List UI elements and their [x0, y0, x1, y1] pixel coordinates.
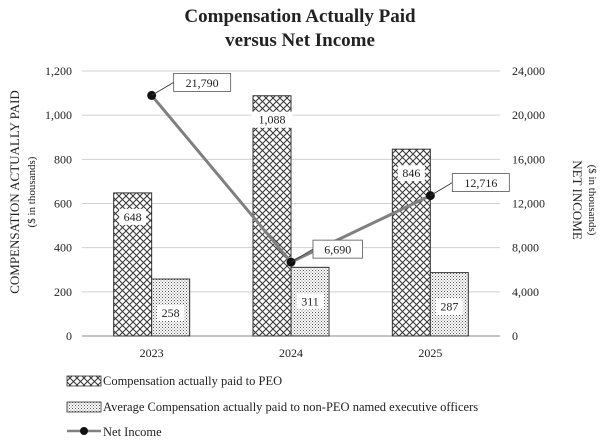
- bar-label-bg: [435, 298, 463, 315]
- x-tick-label: 2025: [418, 346, 442, 360]
- legend-marker-net-income: [80, 427, 88, 435]
- right-axis-subtitle: ($ in thousands): [586, 165, 598, 236]
- callout-leader: [290, 248, 314, 263]
- bar-label-neo: 311: [301, 294, 319, 308]
- bar-label-peo: 648: [124, 210, 142, 224]
- bar-label-bg: [119, 208, 147, 225]
- net-income-label: 6,690: [324, 243, 351, 257]
- left-tick-label: 0: [66, 329, 72, 343]
- left-tick-label: 1,200: [45, 64, 72, 78]
- right-tick-label: 16,000: [512, 152, 545, 166]
- net-income-label: 21,790: [186, 76, 219, 90]
- chart-title-line1: Compensation Actually Paid: [184, 6, 416, 27]
- net-income-label: 12,716: [464, 176, 497, 190]
- bar-label-bg: [157, 305, 185, 322]
- left-tick-label: 600: [54, 197, 72, 211]
- right-tick-label: 4,000: [512, 285, 539, 299]
- tick-labels: 0 200 400 600 800 1,000 1,200 0 4,000 8,000 12,000…: [45, 64, 545, 360]
- left-tick-label: 200: [54, 285, 72, 299]
- legend: Compensation actually paid to PEO Averag…: [66, 374, 478, 439]
- bar-peo: [252, 95, 292, 337]
- right-tick-label: 12,000: [512, 197, 545, 211]
- bars: [113, 95, 469, 337]
- legend-label-neo: Average Compensation actually paid to no…: [103, 400, 478, 414]
- x-tick-label: 2024: [279, 346, 303, 360]
- bar-label-bg: [296, 293, 324, 310]
- left-tick-label: 400: [54, 241, 72, 255]
- legend-label-peo: Compensation actually paid to PEO: [103, 374, 282, 388]
- bar-label-bg: [251, 111, 293, 128]
- right-axis-title: NET INCOME: [570, 160, 585, 240]
- right-tick-label: 24,000: [512, 64, 545, 78]
- callout-leader: [151, 82, 174, 96]
- bar-label-neo: 258: [162, 306, 180, 320]
- legend-swatch-peo: [66, 375, 102, 387]
- bar-label-neo: 287: [440, 300, 458, 314]
- bar-label-bg: [397, 165, 425, 182]
- left-axis-subtitle: ($ in thousands): [26, 156, 38, 227]
- right-tick-label: 0: [512, 329, 518, 343]
- callout-box: [173, 73, 232, 92]
- data-labels: 648 1,088 846 258 311 287 21,790 6,690 12,716: [119, 73, 510, 322]
- callout-box: [312, 239, 363, 259]
- callout-box: [451, 173, 510, 192]
- bar-label-peo: 1,088: [259, 113, 286, 127]
- callout-leader: [430, 182, 453, 196]
- right-tick-label: 20,000: [512, 108, 545, 122]
- left-tick-label: 1,000: [45, 108, 72, 122]
- right-tick-label: 8,000: [512, 241, 539, 255]
- left-axis-title: COMPENSATION ACTUALLY PAID: [7, 90, 22, 294]
- bar-label-peo: 846: [402, 166, 420, 180]
- x-tick-label: 2023: [140, 346, 164, 360]
- legend-label-net-income: Net Income: [103, 425, 162, 439]
- legend-swatch-neo: [66, 401, 102, 413]
- left-tick-label: 800: [54, 152, 72, 166]
- chart-title-line2: versus Net Income: [225, 30, 375, 51]
